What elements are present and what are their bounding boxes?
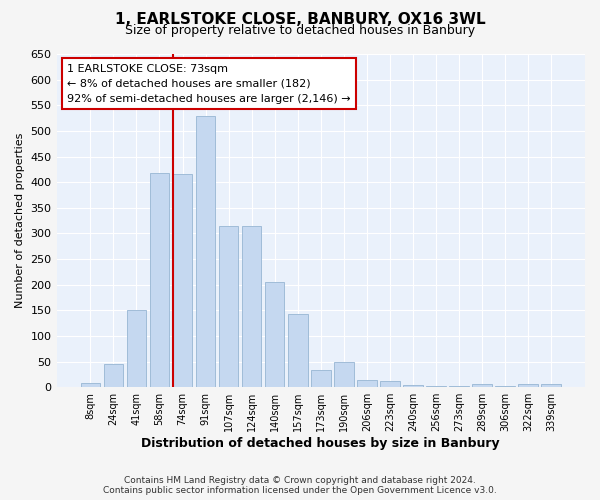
Bar (173, 174, 193, 387)
Bar (541, 384, 561, 387)
Bar (104, 364, 123, 387)
Bar (127, 310, 146, 387)
Text: Contains HM Land Registry data © Crown copyright and database right 2024.
Contai: Contains HM Land Registry data © Crown c… (103, 476, 497, 495)
Bar (311, 370, 331, 387)
Bar (518, 384, 538, 387)
Text: 1, EARLSTOKE CLOSE, BANBURY, OX16 3WL: 1, EARLSTOKE CLOSE, BANBURY, OX16 3WL (115, 12, 485, 28)
Bar (149, 173, 169, 387)
Bar (80, 383, 100, 387)
Bar (472, 384, 492, 387)
Bar (288, 314, 308, 387)
Bar (219, 226, 238, 387)
Bar (196, 116, 215, 387)
Bar (265, 282, 284, 387)
Bar (334, 362, 353, 387)
Text: 1 EARLSTOKE CLOSE: 73sqm
← 8% of detached houses are smaller (182)
92% of semi-d: 1 EARLSTOKE CLOSE: 73sqm ← 8% of detache… (67, 64, 351, 104)
Bar (403, 384, 423, 387)
Bar (357, 380, 377, 387)
Bar (449, 386, 469, 387)
Bar (242, 226, 262, 387)
Text: Size of property relative to detached houses in Banbury: Size of property relative to detached ho… (125, 24, 475, 37)
Bar (426, 386, 446, 387)
Y-axis label: Number of detached properties: Number of detached properties (15, 133, 25, 308)
X-axis label: Distribution of detached houses by size in Banbury: Distribution of detached houses by size … (142, 437, 500, 450)
Bar (380, 380, 400, 387)
Bar (496, 386, 515, 387)
